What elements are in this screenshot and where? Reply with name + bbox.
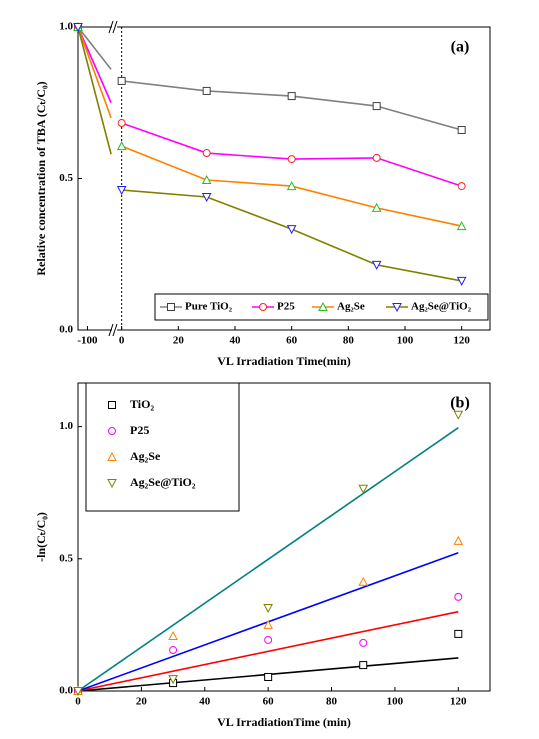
x-tick-label: 0 [75, 696, 81, 708]
y-axis-label: Relative concentration of TBA (Cₜ/C₀) [34, 81, 48, 275]
marker [454, 629, 463, 638]
dark-line [77, 26, 112, 70]
legend-label: P25 [277, 301, 295, 313]
legend-label: Ag₂Se@TiO₂ [130, 475, 196, 489]
marker [392, 303, 402, 313]
x-tick-label: 80 [326, 696, 338, 708]
axis-break [108, 323, 114, 337]
marker [264, 672, 273, 681]
marker [201, 192, 212, 203]
marker [168, 630, 178, 641]
marker [117, 76, 126, 85]
marker [318, 301, 328, 311]
x-tick-label: 20 [173, 335, 185, 347]
x-tick-label: 120 [453, 335, 470, 347]
marker [116, 186, 127, 196]
legend-label: Ag₂Se [337, 301, 365, 313]
marker [107, 479, 117, 489]
x-tick-label: 60 [263, 696, 275, 708]
plot-frame [77, 26, 491, 331]
dark-line [77, 26, 112, 104]
marker [73, 687, 83, 697]
legend-box [85, 382, 240, 512]
x-tick-label: -100 [77, 335, 98, 347]
marker [286, 181, 297, 191]
y-tick-label: 1.0 [59, 420, 73, 432]
marker [457, 182, 466, 191]
y-tick-label: 0.5 [59, 172, 73, 184]
marker [359, 661, 368, 670]
marker [457, 126, 466, 135]
marker [167, 303, 175, 311]
fit-line [77, 610, 459, 692]
y-tick-label: 0.0 [59, 324, 73, 336]
x-tick-label: 0 [119, 335, 125, 347]
series-line [121, 189, 462, 282]
marker [287, 92, 296, 101]
legend-label: Ag₂Se@TiO₂ [411, 301, 472, 313]
marker [287, 155, 296, 164]
marker [456, 276, 467, 286]
x-axis-label: VL Irradiation Time(min) [217, 354, 351, 368]
marker [371, 260, 382, 270]
marker [263, 619, 273, 629]
marker [259, 303, 267, 311]
marker [456, 221, 467, 231]
x-tick-label: 80 [343, 335, 355, 347]
x-tick-label: 40 [230, 335, 242, 347]
x-tick-label: 40 [199, 696, 211, 708]
marker [358, 576, 369, 586]
marker [372, 102, 381, 111]
marker [169, 646, 178, 655]
marker [108, 427, 116, 435]
y-axis-label: -ln(Cₜ/C₀) [34, 512, 48, 562]
axis-break [112, 323, 118, 337]
legend-box [154, 293, 489, 321]
marker [453, 410, 464, 420]
marker [73, 23, 83, 33]
panel-label: (a) [451, 39, 470, 56]
marker [202, 86, 211, 95]
series-line [121, 80, 462, 131]
marker [107, 451, 117, 461]
marker [117, 119, 126, 128]
marker [264, 635, 273, 644]
dark-line [77, 26, 112, 119]
marker [263, 603, 273, 614]
marker [202, 149, 211, 158]
marker [201, 174, 212, 185]
x-tick-label: 100 [397, 335, 414, 347]
plot-frame [77, 382, 491, 692]
marker [108, 401, 116, 409]
legend-label: TiO₂ [130, 397, 154, 411]
x-tick-label: 100 [387, 696, 404, 708]
x-tick-label: 20 [136, 696, 148, 708]
x-tick-label: 60 [286, 335, 298, 347]
marker [168, 675, 178, 685]
marker [286, 225, 297, 235]
marker [116, 141, 127, 151]
y-tick-label: 0.0 [59, 685, 73, 697]
axis-break [108, 20, 114, 34]
panel-label: (b) [450, 395, 470, 412]
series-line [121, 122, 462, 187]
x-tick-label: 120 [450, 696, 467, 708]
y-tick-label: 1.0 [59, 21, 73, 33]
marker [359, 638, 368, 647]
legend-label: Pure TiO₂ [185, 301, 233, 313]
axis-break [112, 20, 118, 34]
marker [372, 153, 381, 162]
fit-line [77, 427, 459, 692]
marker [371, 202, 382, 212]
y-tick-label: 0.5 [59, 552, 73, 564]
legend-label: P25 [130, 423, 149, 437]
marker [453, 535, 464, 545]
x-axis-label: VL IrradiationTime (min) [217, 715, 351, 729]
legend-label: Ag₂Se [130, 449, 161, 463]
dark-line [77, 26, 112, 155]
marker [454, 592, 463, 601]
marker [358, 484, 369, 494]
